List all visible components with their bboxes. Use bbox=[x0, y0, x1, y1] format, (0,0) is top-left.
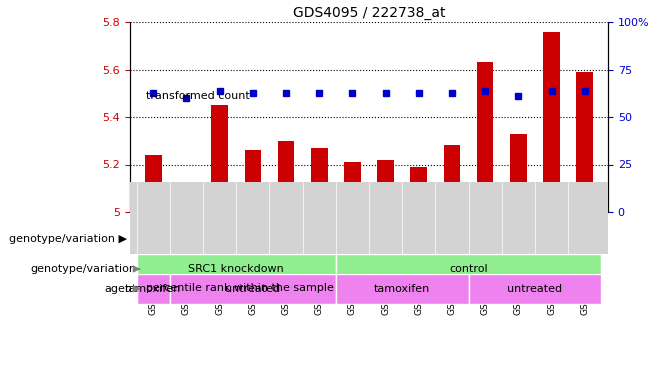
Bar bbox=[211, 105, 228, 212]
Bar bbox=[336, 274, 468, 304]
Bar bbox=[170, 274, 336, 304]
Bar bbox=[145, 155, 161, 212]
Text: percentile rank within the sample: percentile rank within the sample bbox=[147, 283, 334, 293]
Text: tamoxifen: tamoxifen bbox=[125, 284, 182, 294]
Bar bbox=[411, 167, 427, 212]
Bar bbox=[344, 162, 361, 212]
Bar bbox=[245, 150, 261, 212]
Title: GDS4095 / 222738_at: GDS4095 / 222738_at bbox=[293, 6, 445, 20]
Text: SRC1 knockdown: SRC1 knockdown bbox=[188, 264, 284, 274]
Text: transformed count: transformed count bbox=[147, 91, 250, 101]
Bar bbox=[544, 31, 560, 212]
Text: tamoxifen: tamoxifen bbox=[374, 284, 430, 294]
Text: genotype/variation: genotype/variation bbox=[31, 264, 137, 274]
Bar bbox=[477, 62, 494, 212]
Text: agent: agent bbox=[104, 284, 137, 294]
Bar bbox=[576, 72, 593, 212]
Bar bbox=[137, 254, 336, 284]
Bar bbox=[443, 146, 461, 212]
Bar bbox=[510, 134, 526, 212]
Text: untreated: untreated bbox=[225, 284, 280, 294]
Bar bbox=[278, 141, 294, 212]
Bar bbox=[377, 160, 394, 212]
Bar bbox=[311, 148, 328, 212]
Bar bbox=[178, 207, 195, 212]
Text: control: control bbox=[449, 264, 488, 274]
Bar bbox=[336, 254, 601, 284]
Text: genotype/variation ▶: genotype/variation ▶ bbox=[9, 234, 127, 244]
Bar bbox=[468, 274, 601, 304]
Bar bbox=[137, 274, 170, 304]
Text: untreated: untreated bbox=[507, 284, 563, 294]
